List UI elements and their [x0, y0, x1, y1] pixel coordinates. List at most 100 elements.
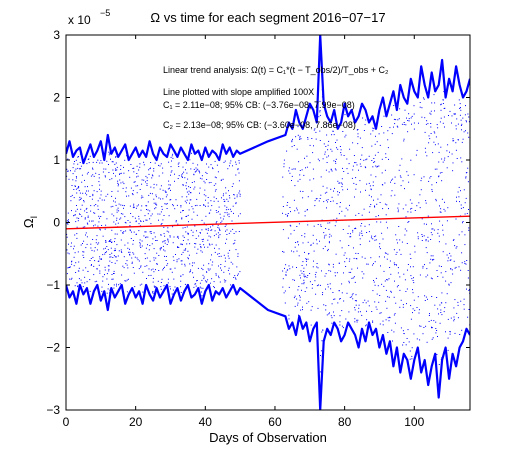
- scatter-point: [79, 214, 81, 215]
- scatter-point: [387, 279, 389, 281]
- scatter-point: [111, 242, 112, 243]
- scatter-point: [387, 317, 389, 319]
- scatter-point: [308, 301, 310, 303]
- scatter-point: [409, 358, 411, 360]
- x-tick-label: 0: [63, 415, 70, 429]
- scatter-point: [157, 280, 159, 282]
- scatter-point: [118, 284, 120, 286]
- scatter-point: [188, 258, 189, 260]
- scatter-point: [76, 192, 78, 194]
- scatter-point: [416, 307, 418, 308]
- scatter-point: [184, 265, 186, 267]
- scatter-point: [85, 234, 86, 236]
- scatter-point: [382, 208, 384, 210]
- scatter-point: [106, 218, 108, 220]
- scatter-point: [106, 278, 108, 280]
- scatter-point: [214, 247, 215, 249]
- scatter-point: [307, 137, 309, 138]
- scatter-point: [201, 251, 203, 253]
- scatter-point: [431, 228, 433, 230]
- scatter-point: [442, 224, 443, 226]
- scatter-point: [448, 284, 450, 286]
- scatter-point: [226, 198, 228, 200]
- scatter-point: [297, 241, 299, 243]
- scatter-point: [185, 248, 187, 250]
- x-tick-label: 20: [129, 415, 143, 429]
- scatter-point: [94, 247, 96, 249]
- scatter-point: [156, 263, 158, 265]
- scatter-point: [162, 172, 164, 174]
- annotation-line-2: Line plotted with slope amplified 100X: [163, 87, 314, 97]
- scatter-point: [212, 225, 214, 227]
- scatter-point: [99, 184, 101, 186]
- scatter-point: [325, 288, 326, 290]
- scatter-point: [359, 163, 361, 165]
- scatter-point: [98, 221, 100, 223]
- scatter-point: [352, 231, 354, 233]
- scatter-point: [465, 176, 467, 178]
- scatter-point: [120, 165, 122, 167]
- scatter-point: [355, 214, 357, 216]
- scatter-point: [151, 177, 153, 179]
- scatter-point: [104, 253, 106, 255]
- scatter-point: [105, 168, 107, 170]
- scatter-point: [150, 215, 152, 217]
- scatter-point: [353, 155, 355, 156]
- scatter-point: [454, 267, 456, 269]
- scatter-point: [328, 155, 329, 157]
- scatter-point: [455, 128, 457, 130]
- scatter-point: [282, 278, 284, 280]
- scatter-point: [135, 207, 137, 209]
- scatter-point: [147, 244, 148, 246]
- scatter-point: [218, 265, 219, 267]
- scatter-point: [360, 165, 362, 167]
- scatter-point: [129, 230, 131, 232]
- scatter-point: [374, 143, 376, 145]
- scatter-point: [105, 240, 107, 241]
- scatter-point: [304, 210, 306, 212]
- scatter-point: [171, 155, 173, 157]
- scatter-point: [119, 173, 120, 175]
- scatter-point: [133, 205, 135, 207]
- scatter-point: [186, 215, 188, 217]
- scatter-point: [87, 223, 89, 225]
- scatter-point: [417, 296, 419, 298]
- scatter-point: [427, 274, 429, 276]
- scatter-point: [399, 249, 401, 251]
- scatter-point: [380, 221, 382, 223]
- scatter-point: [459, 114, 461, 116]
- scatter-point: [124, 280, 126, 282]
- scatter-point: [135, 185, 137, 187]
- scatter-point: [437, 229, 439, 231]
- y-tick-label: 1: [53, 153, 60, 167]
- scatter-point: [343, 272, 344, 274]
- scatter-point: [132, 193, 134, 195]
- scatter-point: [427, 298, 428, 300]
- scatter-point: [329, 283, 331, 285]
- scatter-point: [217, 224, 219, 226]
- scatter-point: [108, 283, 109, 285]
- scatter-point: [123, 166, 124, 168]
- scatter-point: [156, 204, 158, 206]
- scatter-point: [182, 274, 184, 276]
- scatter-point: [298, 212, 300, 214]
- scatter-point: [304, 236, 306, 238]
- scatter-point: [163, 215, 165, 216]
- scatter-point: [377, 165, 379, 167]
- scatter-point: [287, 237, 289, 239]
- scatter-point: [364, 124, 366, 126]
- scatter-point: [435, 198, 437, 200]
- scatter-point: [152, 290, 154, 292]
- scatter-point: [211, 229, 213, 231]
- scatter-point: [132, 216, 134, 218]
- scatter-point: [181, 218, 183, 220]
- scatter-point: [145, 236, 147, 238]
- scatter-point: [457, 301, 459, 303]
- scatter-point: [334, 275, 336, 277]
- scatter-point: [233, 212, 234, 214]
- scatter-point: [381, 158, 383, 160]
- scatter-point: [388, 278, 390, 280]
- scatter-point: [386, 279, 388, 281]
- scatter-point: [208, 235, 210, 237]
